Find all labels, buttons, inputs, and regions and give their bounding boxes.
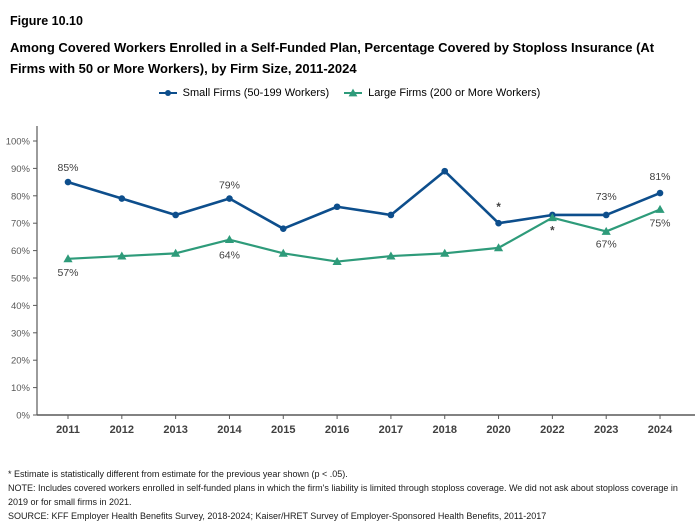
footnote-note: NOTE: Includes covered workers enrolled … xyxy=(8,483,678,507)
series-line xyxy=(67,169,661,230)
footnote-significance: * Estimate is statistically different fr… xyxy=(8,469,348,479)
data-point-circle xyxy=(602,211,610,219)
y-axis-tick-label: 80% xyxy=(11,191,31,202)
data-point-label: 79% xyxy=(219,180,240,192)
legend-label: Small Firms (50-199 Workers) xyxy=(182,87,330,99)
y-axis-tick-label: 90% xyxy=(11,164,31,175)
data-point-label: 81% xyxy=(650,171,671,183)
data-point-triangle xyxy=(655,204,665,213)
chart-legend: Small Firms (50-199 Workers) Large Firms … xyxy=(0,86,698,100)
data-point-label: 57% xyxy=(57,267,78,279)
y-axis-tick-label: 70% xyxy=(11,219,31,230)
legend-label: Large Firms (200 or More Workers) xyxy=(368,87,541,99)
data-point-circle xyxy=(333,203,341,211)
series-line xyxy=(67,208,661,263)
data-point-triangle xyxy=(224,235,235,244)
y-axis-tick-label: 10% xyxy=(11,383,31,394)
data-point-circle xyxy=(279,225,287,232)
significance-asterisk: * xyxy=(496,202,501,214)
data-point-label: 73% xyxy=(596,191,617,203)
data-point-label: 64% xyxy=(219,250,240,262)
data-point-circle xyxy=(118,195,126,202)
y-axis-tick-label: 20% xyxy=(11,356,31,367)
data-point-triangle xyxy=(601,226,611,235)
data-point-circle xyxy=(387,211,395,219)
data-point-triangle xyxy=(117,251,127,260)
chart-area: 0% 10% 20% 30% 40% 50% 60% 70% 80% 90% 100% 2011 201… xyxy=(0,120,698,455)
x-axis-tick-label: 2024 xyxy=(648,424,673,436)
x-axis-tick-label: 2016 xyxy=(325,424,349,436)
data-point-triangle xyxy=(278,248,288,257)
y-axis-tick-label: 0% xyxy=(16,411,30,422)
data-point-triangle xyxy=(493,243,504,252)
data-point-triangle xyxy=(332,256,342,265)
line-chart: 0% 10% 20% 30% 40% 50% 60% 70% 80% 90% 100% 2011 201… xyxy=(6,126,695,436)
data-point-label: 85% xyxy=(57,162,78,174)
y-axis-tick-label: 60% xyxy=(11,246,31,257)
legend-line-triangle-icon xyxy=(344,88,363,97)
x-axis-tick-label: 2012 xyxy=(110,424,134,436)
figure-header: Figure 10.10 Among Covered Workers Enrol… xyxy=(0,0,698,79)
data-point-label: 67% xyxy=(596,238,617,250)
x-axis-tick-label: 2014 xyxy=(217,424,242,436)
data-point-circle xyxy=(656,189,664,197)
legend-item: Small Firms (50-199 Workers) xyxy=(158,87,330,99)
data-point-triangle xyxy=(63,254,73,263)
figure-title: Among Covered Workers Enrolled in a Self… xyxy=(10,40,655,76)
y-axis-tick-label: 50% xyxy=(11,274,31,285)
data-point-triangle xyxy=(440,248,450,257)
data-point-triangle xyxy=(386,251,396,260)
data-point-triangle xyxy=(171,248,181,257)
x-axis-tick-label: 2017 xyxy=(379,424,403,436)
x-axis-tick-label: 2022 xyxy=(540,424,564,436)
legend-line-circle-icon xyxy=(158,90,177,96)
data-point-circle xyxy=(226,195,233,202)
x-axis-tick-label: 2018 xyxy=(432,424,456,436)
significance-asterisk: * xyxy=(550,226,555,238)
data-point-label: 75% xyxy=(650,218,671,230)
data-point-circle xyxy=(172,211,179,219)
x-axis-tick-label: 2013 xyxy=(163,424,187,436)
legend-item: Large Firms (200 or More Workers) xyxy=(343,87,540,99)
x-axis-tick-label: 2011 xyxy=(56,424,80,436)
y-axis-tick-label: 30% xyxy=(11,328,31,339)
y-axis-tick-label: 40% xyxy=(11,301,31,312)
y-axis-tick-label: 100% xyxy=(6,137,31,148)
data-point-circle xyxy=(64,178,72,186)
footnotes: * Estimate is statistically different fr… xyxy=(8,467,696,523)
data-point-circle xyxy=(441,167,449,175)
figure-number: Figure 10.10 xyxy=(10,14,83,28)
x-axis-tick-label: 2015 xyxy=(271,424,295,436)
data-point-circle xyxy=(495,219,502,227)
footnote-source: SOURCE: KFF Employer Health Benefits Sur… xyxy=(8,511,547,521)
x-axis-tick-label: 2023 xyxy=(594,424,618,436)
data-point-triangle xyxy=(547,213,557,222)
x-axis-tick-label: 2020 xyxy=(486,424,510,436)
